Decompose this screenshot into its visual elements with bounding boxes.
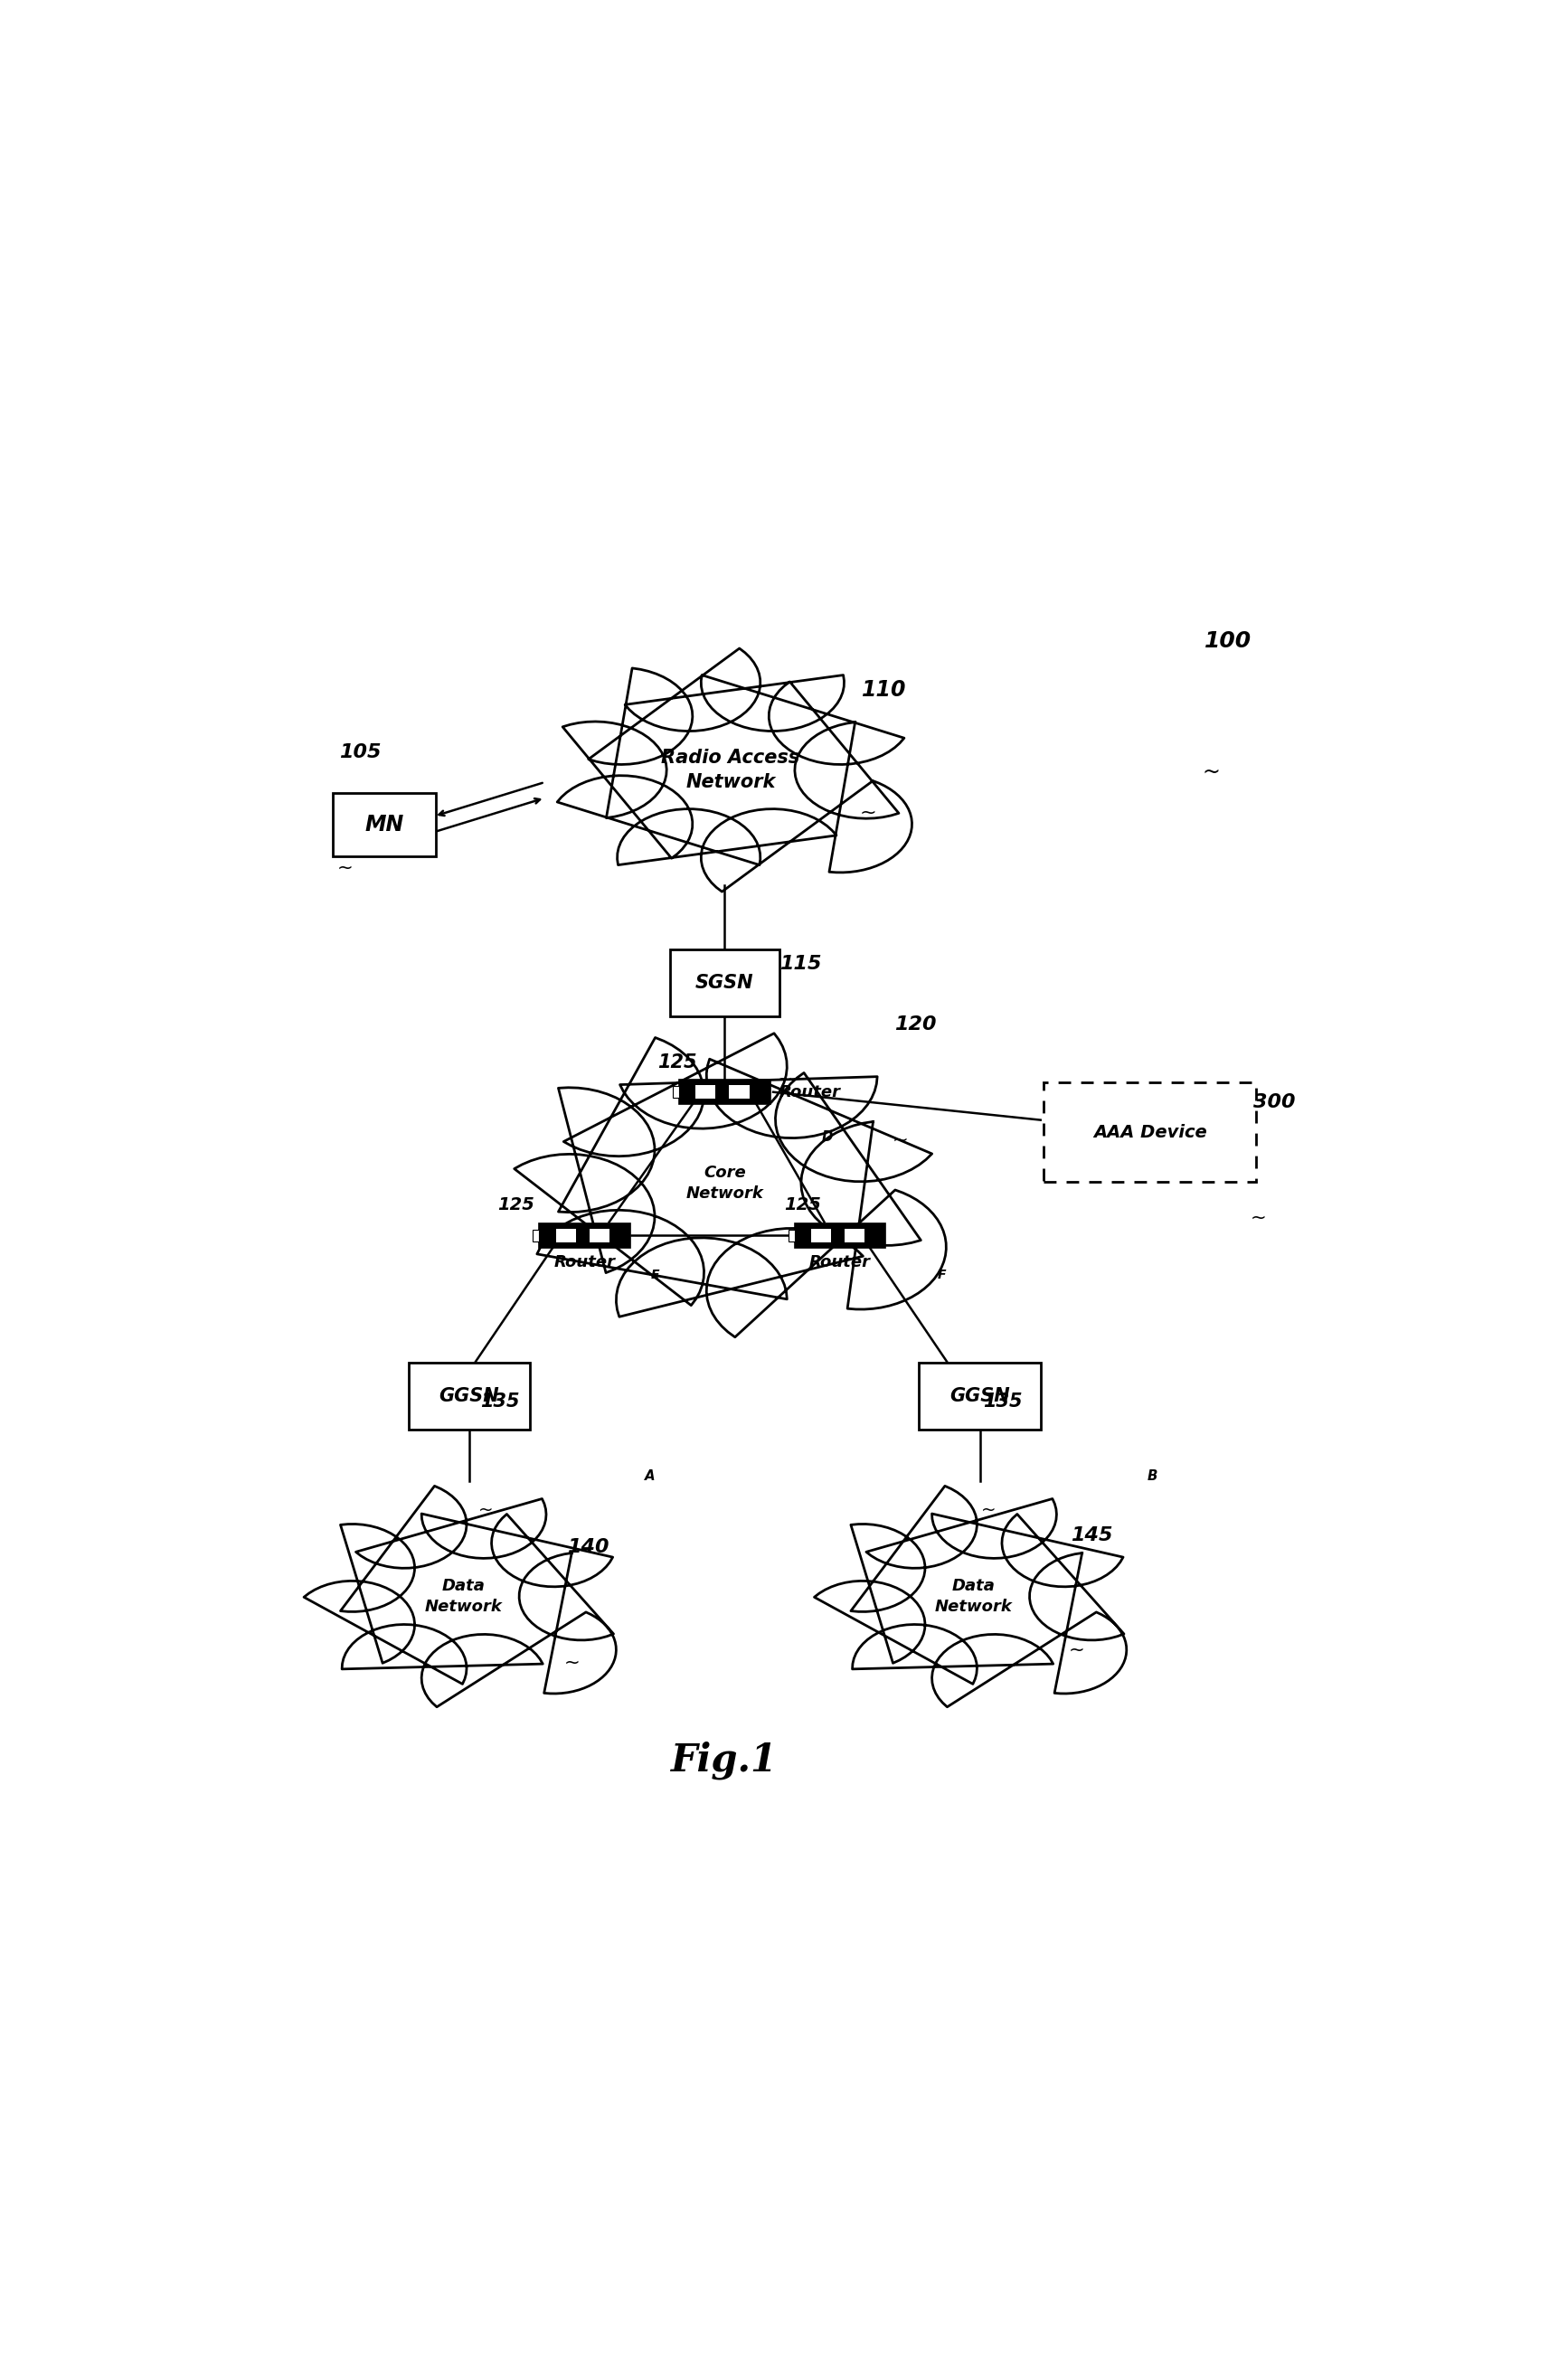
Text: 105: 105 xyxy=(339,742,381,761)
Bar xyxy=(590,1228,610,1242)
Text: 100: 100 xyxy=(1204,630,1251,652)
Text: Router: Router xyxy=(554,1254,616,1270)
Bar xyxy=(811,1228,831,1242)
Text: E: E xyxy=(651,1268,659,1282)
Text: 125: 125 xyxy=(497,1197,535,1213)
Polygon shape xyxy=(514,1032,946,1337)
Bar xyxy=(539,1223,630,1247)
Text: 135: 135 xyxy=(983,1392,1022,1411)
Text: AAA Device: AAA Device xyxy=(1093,1123,1207,1140)
Text: 140: 140 xyxy=(566,1539,608,1556)
Bar xyxy=(555,1228,575,1242)
Text: ~: ~ xyxy=(1203,761,1220,783)
Text: A: A xyxy=(644,1470,655,1482)
Bar xyxy=(919,1363,1041,1430)
Text: Fig.1: Fig.1 xyxy=(671,1741,778,1779)
Text: B: B xyxy=(1148,1470,1157,1482)
Text: ~: ~ xyxy=(892,1130,908,1149)
Text: 115: 115 xyxy=(779,954,822,973)
Bar xyxy=(670,949,779,1016)
Bar xyxy=(332,792,436,856)
Text: ~: ~ xyxy=(776,1071,793,1087)
Text: 135: 135 xyxy=(480,1392,519,1411)
Polygon shape xyxy=(814,1487,1126,1708)
Text: Router: Router xyxy=(809,1254,870,1270)
Text: Data
Network: Data Network xyxy=(935,1577,1013,1615)
Bar xyxy=(845,1228,864,1242)
Polygon shape xyxy=(304,1487,616,1708)
Text: ~: ~ xyxy=(1251,1209,1267,1228)
Text: 300: 300 xyxy=(1253,1094,1295,1111)
Text: Radio Access
Network: Radio Access Network xyxy=(662,749,800,790)
Text: GGSN: GGSN xyxy=(950,1387,1010,1406)
Text: SGSN: SGSN xyxy=(695,973,754,992)
Bar xyxy=(789,1230,795,1242)
Bar xyxy=(1044,1082,1256,1182)
Text: ~: ~ xyxy=(478,1501,492,1518)
Text: MN: MN xyxy=(365,814,405,835)
Bar xyxy=(696,1085,715,1099)
Text: 125: 125 xyxy=(784,1197,822,1213)
Text: 120: 120 xyxy=(895,1016,936,1035)
Polygon shape xyxy=(557,649,913,892)
Text: Router: Router xyxy=(779,1085,840,1099)
Text: 110: 110 xyxy=(862,678,906,702)
Bar xyxy=(533,1230,539,1242)
Bar xyxy=(729,1085,750,1099)
Bar xyxy=(679,1080,770,1104)
Text: D: D xyxy=(822,1130,833,1144)
Text: Data
Network: Data Network xyxy=(425,1577,502,1615)
Text: F: F xyxy=(938,1268,946,1282)
Text: ~: ~ xyxy=(1068,1642,1085,1661)
Text: Core
Network: Core Network xyxy=(685,1163,764,1201)
Text: ~: ~ xyxy=(564,1653,580,1672)
Text: ~: ~ xyxy=(982,1501,996,1518)
Bar xyxy=(673,1085,679,1099)
Text: ~: ~ xyxy=(859,804,877,823)
Text: 125: 125 xyxy=(659,1054,698,1071)
Bar xyxy=(409,1363,530,1430)
Text: 145: 145 xyxy=(1071,1525,1113,1544)
Bar xyxy=(795,1223,886,1247)
Text: ~: ~ xyxy=(337,859,353,878)
Text: GGSN: GGSN xyxy=(439,1387,500,1406)
